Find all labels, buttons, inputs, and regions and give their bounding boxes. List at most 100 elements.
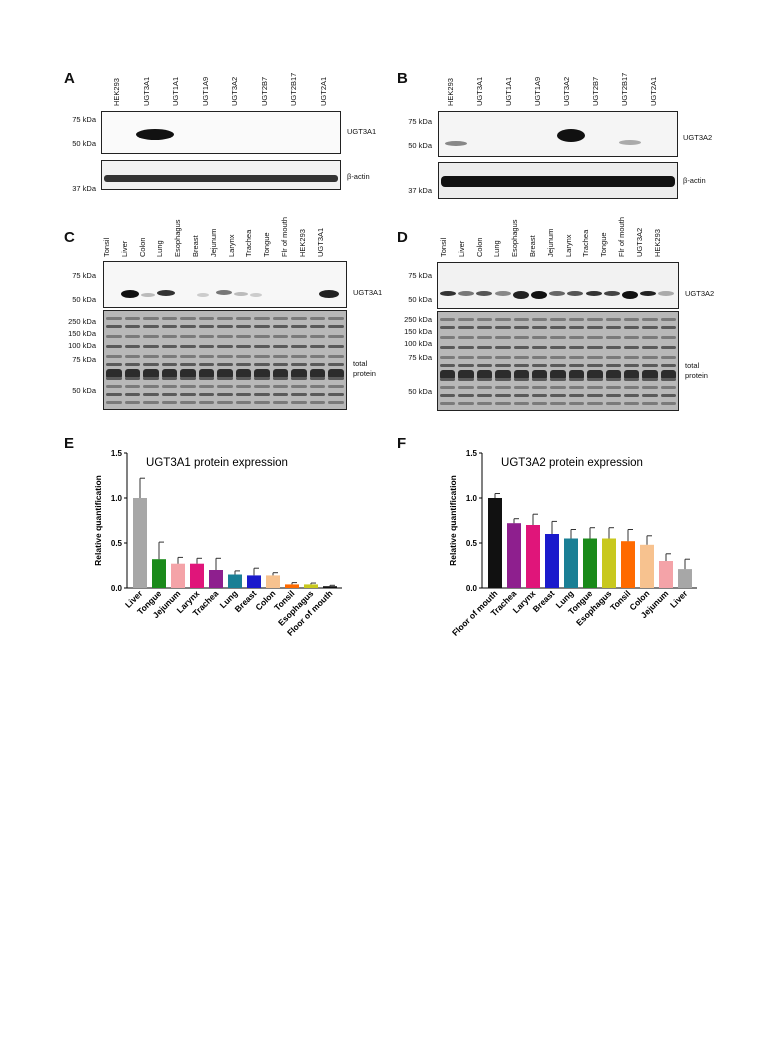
lane-label: UGT3A1 [315,227,325,257]
lane-label: Trachea [244,229,254,257]
lane-label: Liver [119,240,129,257]
mw-marker: 75 kDa [72,271,96,280]
blot-label-ugt3a2: UGT3A2 [685,289,715,298]
lane-label: Liver [456,240,466,257]
bar-tongue [152,559,166,588]
lane-label: HEK293 [446,78,455,106]
lane-label: Larynx [563,234,573,257]
mw-marker: 50 kDa [72,295,96,304]
lane-label: UGT1A1 [504,76,513,106]
lane-label: UGT2B7 [591,76,600,106]
western-blot-ugt3a2-tissues [437,262,679,309]
lane-label: UGT2B7 [259,76,269,106]
panel-letter-a: A [64,70,75,87]
bar-liver [678,569,692,588]
mw-marker: 150 kDa [404,327,432,336]
lane-label: Colon [474,237,484,257]
mw-marker: 250 kDa [404,315,432,324]
lane-label: UGT2B17 [289,72,298,106]
bar-tonsil [621,541,635,588]
lane-label: Breast [191,235,200,257]
y-tick-label: 1.0 [111,494,123,503]
y-tick-label: 1.0 [466,494,478,503]
blot-label-protein: protein [685,371,708,380]
mw-marker: 250 kDa [68,317,96,326]
chart-title: UGT3A1 protein expression [146,457,288,469]
bar-larynx [526,525,540,588]
y-axis-label: Relative quantification [448,475,458,566]
x-tick-label: Breast [233,588,259,614]
bar-trachea [209,570,223,588]
bar-tonsil [285,584,299,588]
blot-label-ugt3a1: UGT3A1 [347,127,377,136]
western-blot-beta-actin [438,162,678,199]
bar-esophagus [304,584,318,588]
y-tick-label: 0.5 [466,539,478,548]
blot-label-beta-actin: β-actin [347,172,370,181]
y-tick-label: 0.5 [111,539,123,548]
blot-label-total: total [353,359,368,368]
mw-marker: 50 kDa [408,141,432,150]
bar-liver [133,498,147,588]
mw-marker: 75 kDa [72,115,96,124]
lane-label: UGT1A1 [171,76,180,106]
lane-label: Lung [492,240,502,257]
blot-label-protein: protein [353,369,376,378]
panel-letter-b: B [397,70,408,87]
mw-marker: 150 kDa [68,329,96,338]
y-axis-label: Relative quantification [93,475,103,566]
bar-colon [266,575,280,588]
bar-jejunum [659,561,673,588]
lane-label: Esophagus [510,219,520,257]
bar-trachea [507,523,521,588]
lane-label: Tongue [262,232,272,257]
lane-label: HEK293 [652,229,662,257]
mw-marker: 75 kDa [408,353,432,362]
panel-letter-e: E [64,435,75,452]
lane-label: UGT2A1 [649,76,658,106]
lane-label: Flr of mouth [280,216,289,257]
mw-marker: 75 kDa [72,355,96,364]
bar-lung [228,574,242,588]
lane-label: UGT1A9 [533,76,542,106]
bar-lung [564,538,578,588]
bar-breast [545,534,559,588]
lane-label: Colon [137,237,147,257]
y-tick-label: 0.0 [111,584,123,593]
blot-label-ugt3a2: UGT3A2 [683,133,713,142]
blot-label-ugt3a1: UGT3A1 [353,288,383,297]
bar-chart-ugt3a2: UGT3A2 protein expression Relative quanti… [448,449,697,638]
western-blot-beta-actin [101,160,341,190]
lane-label: UGT3A1 [475,76,484,106]
lane-label: HEK293 [297,229,307,257]
lane-label: UGT3A1 [141,76,151,106]
panel-letter-c: C [64,229,75,246]
lane-label: Lung [155,240,165,257]
x-tick-label: Liver [668,588,690,610]
lane-label: Jejunum [545,228,555,257]
x-tick-label: Tonsil [608,588,632,612]
lane-label: Tongue [599,232,609,257]
blot-label-total: total [685,361,700,370]
lane-label: Trachea [581,229,591,257]
lane-label: Breast [528,235,537,257]
western-blot-ugt3a1 [101,111,341,154]
lane-label: HEK293 [112,78,121,106]
lane-label: UGT1A9 [200,76,210,106]
lane-label: Tonsil [439,237,448,257]
western-blot-ugt3a2 [438,111,678,157]
lane-label: UGT3A2 [562,76,571,106]
mw-marker: 37 kDa [72,184,96,193]
lane-label: Esophagus [173,219,183,257]
chart-title: UGT3A2 protein expression [501,457,643,469]
mw-marker: 50 kDa [408,295,432,304]
x-tick-label: Breast [531,588,557,614]
mw-marker: 37 kDa [408,186,432,195]
x-tick-label: Colon [253,588,277,612]
bar-jejunum [171,563,185,588]
lane-label: UGT3A2 [230,76,239,106]
lane-label: UGT3A2 [634,227,644,257]
bar-larynx [190,563,204,588]
y-tick-label: 1.5 [111,449,123,458]
bar-floor-of-mouth [488,498,502,588]
